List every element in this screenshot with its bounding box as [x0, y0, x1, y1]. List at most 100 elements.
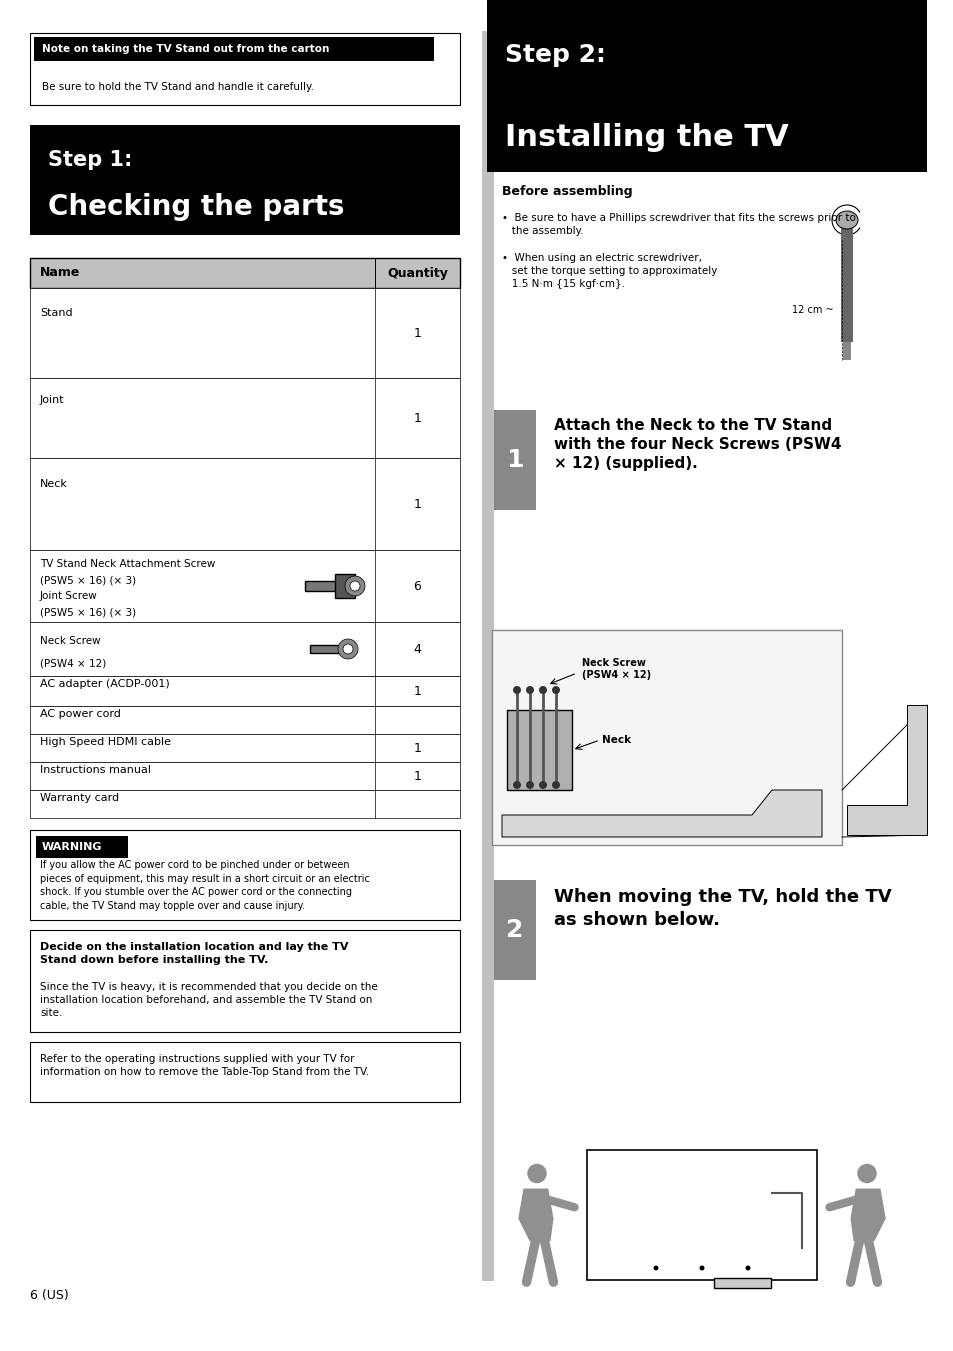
Bar [486, 0, 926, 172]
Text: 4: 4 [414, 643, 421, 655]
Text: Joint Screw: Joint Screw [40, 592, 97, 601]
Text: 1: 1 [414, 327, 421, 339]
Text: (PSW4 × 12): (PSW4 × 12) [40, 658, 106, 667]
Text: Attach the Neck to the TV Stand
with the four Neck Screws (PSW4
× 12) (supplied): Attach the Neck to the TV Stand with the… [554, 417, 841, 471]
Bar [30, 458, 459, 550]
Text: (PSW5 × 16) (× 3): (PSW5 × 16) (× 3) [40, 576, 136, 585]
Text: High Speed HDMI cable: High Speed HDMI cable [40, 736, 171, 747]
Text: 1: 1 [414, 770, 421, 782]
Bar [30, 929, 459, 1032]
Text: Step 2:: Step 2: [504, 43, 605, 68]
Bar [492, 630, 841, 844]
Text: AC power cord: AC power cord [40, 709, 121, 719]
Bar [586, 1150, 816, 1279]
Circle shape [350, 581, 359, 590]
Bar [36, 836, 128, 858]
Polygon shape [850, 1189, 884, 1242]
Bar [713, 1278, 770, 1288]
Bar [481, 31, 494, 1281]
Text: 2: 2 [506, 917, 523, 942]
Bar [506, 711, 572, 790]
Text: 12 cm ~: 12 cm ~ [791, 305, 833, 315]
Text: AC adapter (ACDP-001): AC adapter (ACDP-001) [40, 680, 170, 689]
Circle shape [653, 1266, 658, 1270]
Bar [30, 1042, 459, 1102]
Text: 1: 1 [414, 412, 421, 424]
Bar [30, 762, 459, 790]
Bar [30, 734, 459, 762]
Bar [30, 790, 459, 817]
Bar [30, 621, 459, 676]
Circle shape [525, 781, 534, 789]
Circle shape [513, 686, 520, 694]
Circle shape [345, 576, 365, 596]
Bar [30, 378, 459, 458]
Text: Checking the parts: Checking the parts [48, 193, 344, 222]
Circle shape [538, 686, 546, 694]
Circle shape [744, 1266, 750, 1270]
Circle shape [538, 781, 546, 789]
Text: •  When using an electric screwdriver,
   set the torque setting to approximatel: • When using an electric screwdriver, se… [501, 253, 717, 289]
Polygon shape [517, 1189, 553, 1242]
Text: (PSW5 × 16) (× 3): (PSW5 × 16) (× 3) [40, 608, 136, 617]
Bar [335, 574, 355, 598]
Circle shape [513, 781, 520, 789]
Bar [310, 644, 339, 653]
Text: Before assembling: Before assembling [501, 185, 632, 199]
Bar [494, 880, 536, 979]
Text: Be sure to hold the TV Stand and handle it carefully.: Be sure to hold the TV Stand and handle … [42, 82, 314, 92]
Text: TV Stand Neck Attachment Screw: TV Stand Neck Attachment Screw [40, 559, 215, 569]
Bar [30, 707, 459, 734]
Bar [34, 36, 434, 61]
Bar [494, 409, 536, 509]
Text: Neck Screw
(PSW4 × 12): Neck Screw (PSW4 × 12) [581, 658, 651, 680]
Bar [30, 32, 459, 105]
Bar [30, 830, 459, 920]
Circle shape [699, 1266, 703, 1270]
Text: If you allow the AC power cord to be pinched under or between
pieces of equipmen: If you allow the AC power cord to be pin… [40, 861, 370, 911]
Polygon shape [501, 790, 821, 838]
Text: WARNING: WARNING [42, 842, 102, 852]
Bar [842, 342, 850, 359]
Bar [841, 220, 852, 342]
Text: Stand: Stand [40, 308, 72, 319]
Text: •  Be sure to have a Phillips screwdriver that fits the screws prior to
   the a: • Be sure to have a Phillips screwdriver… [501, 213, 855, 236]
Text: Refer to the operating instructions supplied with your TV for
information on how: Refer to the operating instructions supp… [40, 1054, 369, 1077]
Text: Neck Screw: Neck Screw [40, 636, 100, 646]
Circle shape [527, 1163, 546, 1183]
Text: Step 1:: Step 1: [48, 150, 132, 170]
Text: Since the TV is heavy, it is recommended that you decide on the
installation loc: Since the TV is heavy, it is recommended… [40, 982, 377, 1019]
Bar [30, 288, 459, 378]
Ellipse shape [835, 211, 857, 230]
Circle shape [552, 686, 559, 694]
Bar [30, 676, 459, 707]
Bar [30, 126, 459, 235]
Text: Neck: Neck [40, 478, 68, 489]
Circle shape [857, 1163, 876, 1183]
Bar [30, 258, 459, 288]
Text: 1: 1 [506, 449, 523, 471]
Text: Neck: Neck [601, 735, 631, 744]
Bar [30, 258, 459, 288]
Text: Name: Name [40, 266, 80, 280]
Text: Warranty card: Warranty card [40, 793, 119, 802]
Circle shape [525, 686, 534, 694]
Circle shape [343, 644, 353, 654]
Text: 6: 6 [414, 580, 421, 593]
Bar [30, 550, 459, 621]
Text: When moving the TV, hold the TV
as shown below.: When moving the TV, hold the TV as shown… [554, 888, 891, 929]
Text: Installing the TV: Installing the TV [504, 123, 788, 151]
Polygon shape [846, 705, 926, 835]
Bar [305, 581, 347, 590]
Text: Quantity: Quantity [387, 266, 448, 280]
Text: 6 (US): 6 (US) [30, 1289, 69, 1302]
Text: 1: 1 [414, 497, 421, 511]
Text: Joint: Joint [40, 396, 65, 405]
Text: Instructions manual: Instructions manual [40, 765, 151, 775]
Text: 1: 1 [414, 685, 421, 697]
Circle shape [552, 781, 559, 789]
Text: Decide on the installation location and lay the TV
Stand down before installing : Decide on the installation location and … [40, 942, 348, 965]
Circle shape [337, 639, 357, 659]
Text: 1: 1 [414, 742, 421, 754]
Text: Note on taking the TV Stand out from the carton: Note on taking the TV Stand out from the… [42, 45, 329, 54]
